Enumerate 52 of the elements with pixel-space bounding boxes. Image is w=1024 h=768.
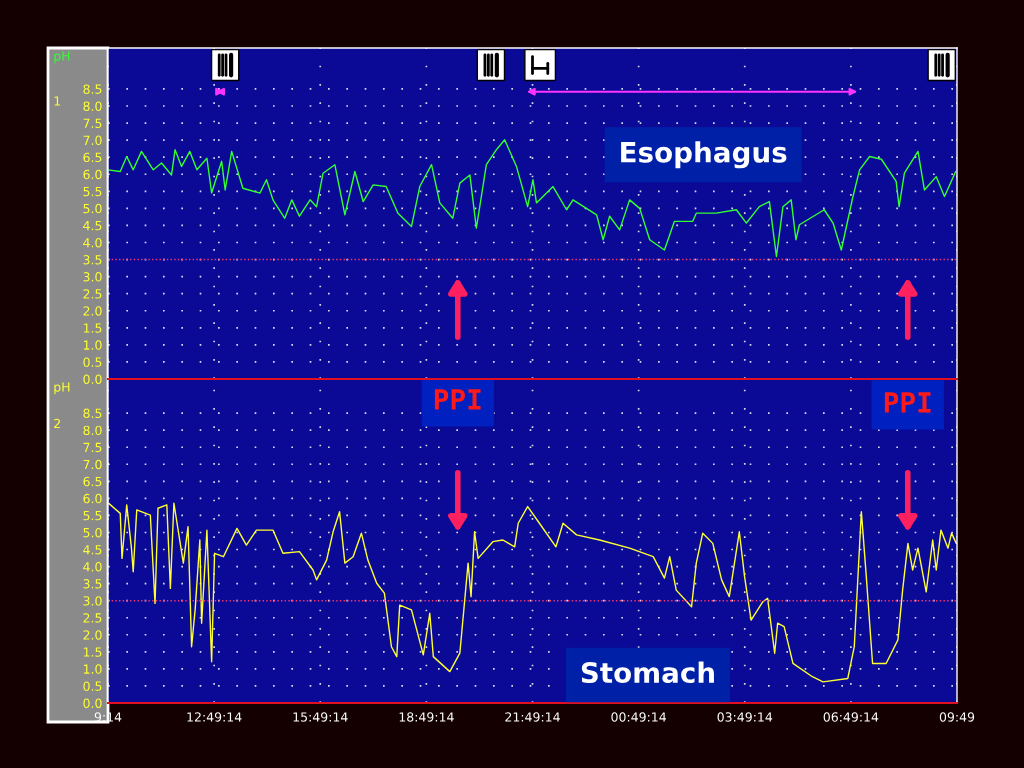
y-tick-label: 5.5 xyxy=(83,511,102,521)
y-tick-label: 8.5 xyxy=(83,408,102,419)
y-tick-label: 2.5 xyxy=(83,289,102,299)
y-tick-label: 4.5 xyxy=(83,221,102,231)
y-tick-label: 4.0 xyxy=(83,237,102,248)
text: 2 xyxy=(54,418,60,429)
x-tick-label: 21:49:14 xyxy=(505,712,560,722)
y-axis-title: pH xyxy=(54,51,70,64)
y-tick-label: 3.0 xyxy=(83,596,102,606)
y-tick-label: 3.5 xyxy=(83,579,102,589)
text: 1 xyxy=(54,96,61,106)
y-tick-label: 3.0 xyxy=(83,272,102,282)
annotation: PPI xyxy=(884,392,931,413)
x-tick-label: 06:49:14 xyxy=(823,712,879,722)
y-tick-label: 5.0 xyxy=(83,203,102,214)
y-tick-label: 6.5 xyxy=(83,152,102,163)
y-tick-label: 8.5 xyxy=(83,84,102,94)
x-tick-label: 09:49 xyxy=(939,712,975,722)
x-tick-label: 00:49:14 xyxy=(611,712,666,722)
y-tick-label: 2.0 xyxy=(83,630,102,640)
y-tick-label: 0.5 xyxy=(83,681,102,691)
annotation: Esophagus xyxy=(621,141,787,169)
y-tick-label: 5.0 xyxy=(83,527,102,538)
y-tick-label: 4.0 xyxy=(83,562,102,572)
y-tick-label: 0.0 xyxy=(83,698,102,708)
x-tick-label: 18:49:14 xyxy=(399,712,454,722)
y-tick-label: 2.0 xyxy=(83,306,102,316)
y-tick-label: 7.5 xyxy=(83,118,102,128)
y-axis-title: pH xyxy=(54,382,70,395)
y-tick-label: 6.5 xyxy=(83,476,102,487)
y-tick-label: 8.0 xyxy=(83,101,102,111)
y-tick-label: 8.0 xyxy=(83,425,102,436)
y-tick-label: 1.5 xyxy=(83,323,102,333)
annotation: Stomach xyxy=(581,661,714,684)
x-tick-label: 03:49:14 xyxy=(717,712,773,722)
y-tick-label: 6.0 xyxy=(83,169,102,180)
y-tick-label: 3.5 xyxy=(83,255,102,265)
y-tick-label: 0.5 xyxy=(83,357,102,367)
y-tick-label: 7.5 xyxy=(83,442,102,453)
x-tick-label: 15:49:14 xyxy=(293,712,348,722)
y-tick-label: 5.5 xyxy=(83,186,102,197)
y-tick-label: 1.5 xyxy=(83,647,102,657)
annotation: PPI xyxy=(434,389,481,410)
y-tick-label: 7.0 xyxy=(83,135,102,146)
y-tick-label: 0.0 xyxy=(83,374,102,384)
y-tick-label: 4.5 xyxy=(83,545,102,555)
y-tick-label: 1.0 xyxy=(83,340,102,350)
y-tick-label: 1.0 xyxy=(83,664,102,674)
x-tick-label: 12:49:14 xyxy=(187,712,242,722)
y-tick-label: 2.5 xyxy=(83,613,102,623)
y-tick-label: 6.0 xyxy=(83,493,102,504)
y-tick-label: 7.0 xyxy=(83,459,102,470)
